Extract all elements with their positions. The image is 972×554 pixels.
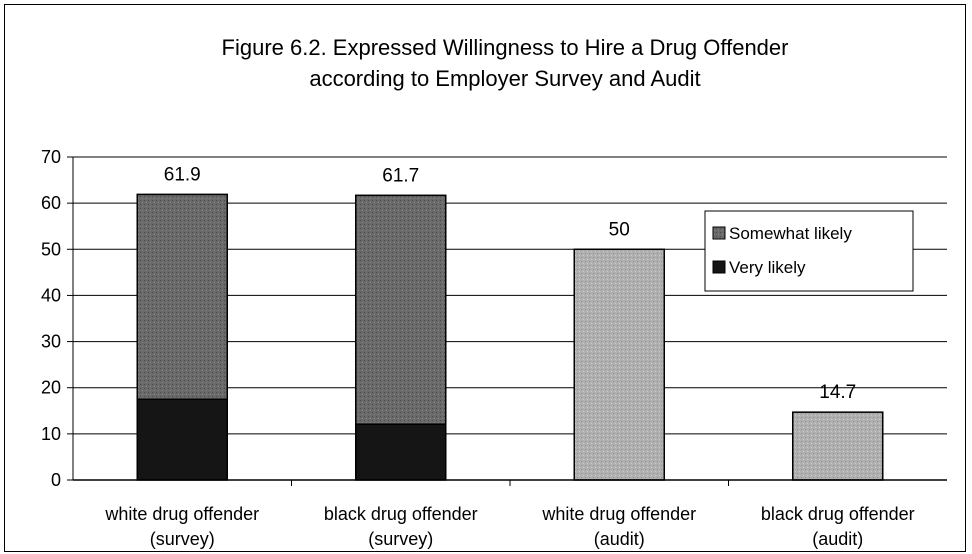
bar-segment-somewhat-likely [792, 411, 884, 481]
bar-total-label: 14.7 [819, 382, 856, 403]
x-tick-label-sub: (survey) [368, 529, 433, 549]
x-tick-label: black drug offender [761, 504, 915, 524]
x-tick-label-sub: (audit) [812, 529, 863, 549]
y-tick-label: 10 [41, 424, 61, 444]
chart-frame [4, 4, 966, 552]
y-tick-label: 20 [41, 378, 61, 398]
legend-swatch-somewhat-likely [712, 226, 726, 240]
legend-label-somewhat-likely: Somewhat likely [729, 224, 852, 243]
bar-total-label: 50 [609, 219, 630, 240]
x-tick-label-sub: (audit) [594, 529, 645, 549]
value-labels: 61.9 61.7 50 14.7 [164, 164, 856, 403]
y-axis: 0 10 20 30 40 50 60 70 [41, 147, 74, 490]
bar-segment-somewhat-likely [355, 194, 447, 425]
x-tick-label: white drug offender [541, 504, 696, 524]
legend-swatch-very-likely [712, 260, 726, 274]
x-tick-label: black drug offender [324, 504, 478, 524]
legend-box [704, 210, 914, 292]
y-tick-label: 40 [41, 285, 61, 305]
bar-segment-somewhat-likely [573, 248, 665, 481]
y-tick-label: 0 [51, 470, 61, 490]
bar-segment-very-likely [136, 398, 228, 481]
x-axis: white drug offender (survey) black drug of… [73, 479, 947, 549]
x-tick-label-sub: (survey) [150, 529, 215, 549]
y-tick-label: 60 [41, 193, 61, 213]
y-tick-label: 50 [41, 239, 61, 259]
legend-label-very-likely: Very likely [729, 258, 806, 277]
chart-title-line-2: according to Employer Survey and Audit [309, 66, 700, 91]
y-tick-label: 30 [41, 332, 61, 352]
legend: Somewhat likely Very likely [704, 210, 914, 292]
bar-segment-somewhat-likely [136, 193, 228, 400]
bar-total-label: 61.7 [382, 165, 419, 186]
bar-segment-very-likely [355, 423, 447, 481]
bar-total-label: 61.9 [164, 164, 201, 185]
y-tick-label: 70 [41, 147, 61, 167]
x-tick-label: white drug offender [104, 504, 259, 524]
chart-title-line-1: Figure 6.2. Expressed Willingness to Hir… [222, 35, 789, 60]
